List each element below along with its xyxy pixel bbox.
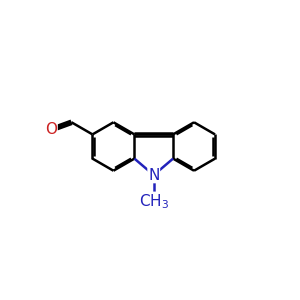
Text: CH$_3$: CH$_3$: [139, 192, 169, 211]
Text: O: O: [45, 122, 57, 137]
Text: N: N: [148, 168, 159, 183]
